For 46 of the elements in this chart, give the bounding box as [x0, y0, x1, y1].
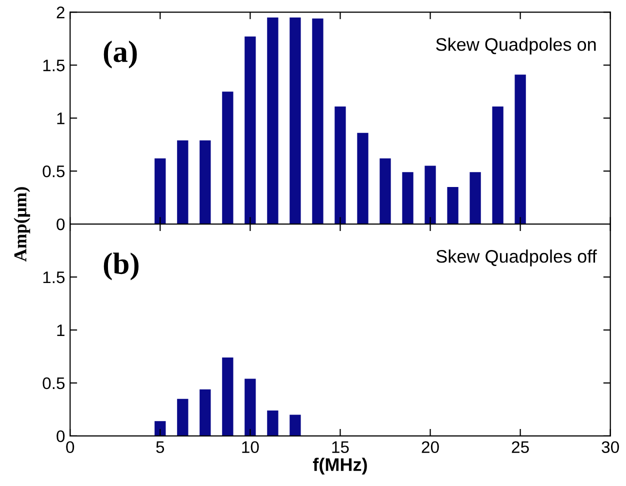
bar	[424, 166, 436, 224]
bar	[244, 36, 256, 224]
x-tick-label: 0	[66, 441, 74, 454]
annotation: Skew Quadpoles off	[436, 250, 597, 266]
bar	[492, 106, 504, 224]
bar	[154, 158, 166, 224]
bar	[177, 140, 188, 224]
x-axis-title: f(MHz)	[312, 458, 367, 475]
x-tick-label: 10	[242, 441, 259, 454]
bar	[200, 140, 211, 224]
bar	[200, 389, 211, 436]
bar	[244, 378, 256, 436]
x-tick-label: 30	[602, 441, 619, 454]
bar	[312, 18, 324, 224]
bar	[380, 158, 391, 224]
y-tick-label: 1.5	[43, 60, 65, 72]
y-axis-title: Amp(μm)	[14, 187, 30, 262]
annotation: Skew Quadpoles on	[436, 38, 596, 54]
bar	[514, 74, 526, 224]
bar	[222, 92, 234, 224]
y-tick-label: 0.5	[42, 165, 65, 178]
bar	[357, 132, 368, 224]
y-tick-label: 0	[56, 430, 65, 442]
bar	[154, 421, 166, 436]
bar	[290, 17, 301, 224]
y-tick-label: 0	[56, 218, 65, 230]
bar	[447, 186, 458, 224]
y-tick-label: 1	[57, 324, 64, 336]
bar	[334, 106, 346, 224]
bar	[177, 398, 188, 436]
bar	[470, 172, 481, 224]
y-tick-label: 0.5	[42, 377, 65, 390]
y-tick-label: 1	[57, 112, 64, 124]
x-tick-label: 25	[512, 441, 529, 454]
x-tick-label: 15	[332, 441, 349, 454]
annotation: (a)	[104, 40, 137, 68]
bar	[222, 358, 234, 436]
annotation: (b)	[104, 252, 139, 280]
y-tick-label: 2	[56, 6, 64, 18]
x-tick-label: 5	[156, 441, 164, 454]
x-tick-label: 20	[422, 441, 439, 454]
bar	[267, 17, 278, 224]
bar	[267, 410, 278, 436]
y-tick-label: 1.5	[43, 272, 65, 284]
bar	[290, 414, 301, 436]
bar	[402, 172, 414, 224]
